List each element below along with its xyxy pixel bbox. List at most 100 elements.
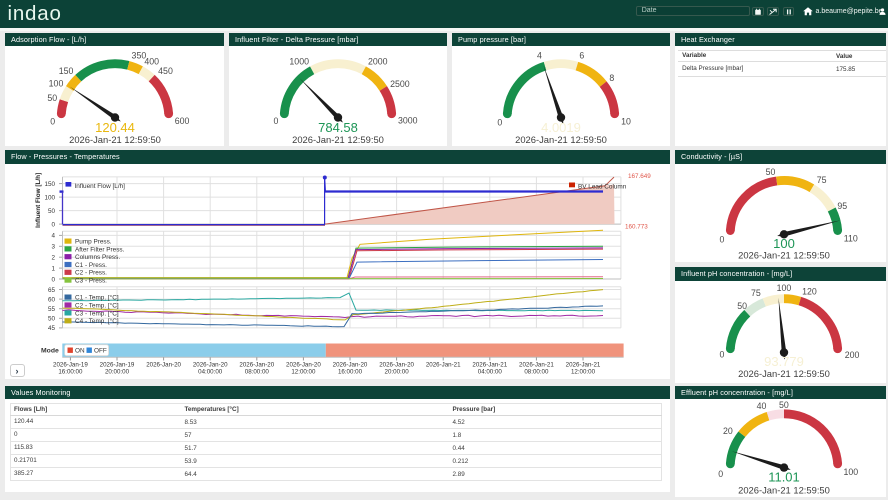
svg-text:120: 120 bbox=[802, 286, 817, 296]
svg-text:4.0019: 4.0019 bbox=[541, 120, 581, 135]
svg-text:0: 0 bbox=[274, 116, 279, 126]
svg-text:4: 4 bbox=[537, 51, 542, 61]
svg-text:2026-Jan-20: 2026-Jan-20 bbox=[333, 361, 368, 368]
svg-text:100: 100 bbox=[773, 236, 795, 251]
svg-text:50: 50 bbox=[47, 93, 57, 103]
svg-text:50: 50 bbox=[737, 300, 747, 310]
svg-text:C1 - Press.: C1 - Press. bbox=[75, 262, 107, 269]
svg-text:50: 50 bbox=[779, 400, 789, 410]
svg-text:BV Lead Column: BV Lead Column bbox=[578, 183, 627, 190]
svg-text:08:00:00: 08:00:00 bbox=[245, 368, 270, 375]
svg-text:2026-Jan-21 12:59:50: 2026-Jan-21 12:59:50 bbox=[515, 134, 607, 145]
svg-text:3: 3 bbox=[51, 243, 55, 250]
svg-text:C4 - Temp. [°C]: C4 - Temp. [°C] bbox=[75, 317, 119, 325]
svg-text:10: 10 bbox=[621, 117, 631, 127]
svg-text:2: 2 bbox=[51, 254, 55, 261]
svg-text:2026-Jan-19: 2026-Jan-19 bbox=[100, 361, 135, 368]
svg-text:100: 100 bbox=[777, 282, 792, 292]
svg-text:OFF: OFF bbox=[94, 347, 107, 354]
svg-text:2026-Jan-21 12:59:50: 2026-Jan-21 12:59:50 bbox=[738, 367, 830, 378]
svg-text:65: 65 bbox=[48, 286, 56, 293]
svg-text:Influent Flow [L/h]: Influent Flow [L/h] bbox=[75, 183, 126, 190]
svg-text:2026-Jan-20: 2026-Jan-20 bbox=[239, 361, 274, 368]
svg-text:2026-Jan-21: 2026-Jan-21 bbox=[472, 361, 507, 368]
svg-text:75: 75 bbox=[817, 175, 827, 185]
svg-text:0: 0 bbox=[718, 469, 723, 479]
svg-text:2026-Jan-20: 2026-Jan-20 bbox=[286, 361, 321, 368]
svg-text:50: 50 bbox=[48, 315, 56, 322]
svg-text:60: 60 bbox=[48, 296, 56, 303]
svg-text:100: 100 bbox=[49, 78, 64, 88]
svg-text:04:00:00: 04:00:00 bbox=[478, 368, 503, 375]
svg-text:0: 0 bbox=[497, 117, 502, 127]
svg-text:120.44: 120.44 bbox=[95, 120, 135, 135]
svg-text:50: 50 bbox=[766, 167, 776, 177]
svg-text:0: 0 bbox=[51, 276, 55, 283]
svg-text:Columns Press.: Columns Press. bbox=[75, 254, 120, 261]
svg-text:200: 200 bbox=[845, 350, 860, 360]
svg-text:784.58: 784.58 bbox=[318, 120, 358, 135]
svg-text:11.01: 11.01 bbox=[768, 470, 800, 485]
svg-text:2026-Jan-21 12:59:50: 2026-Jan-21 12:59:50 bbox=[292, 134, 384, 145]
svg-text:150: 150 bbox=[44, 181, 55, 188]
svg-text:45: 45 bbox=[48, 325, 56, 332]
svg-text:2026-Jan-21 12:59:50: 2026-Jan-21 12:59:50 bbox=[738, 485, 830, 496]
svg-text:2026-Jan-21: 2026-Jan-21 bbox=[519, 361, 554, 368]
svg-text:2026-Jan-21 12:59:50: 2026-Jan-21 12:59:50 bbox=[69, 134, 161, 145]
svg-text:08:00:00: 08:00:00 bbox=[524, 368, 549, 375]
svg-text:2026-Jan-19: 2026-Jan-19 bbox=[53, 361, 88, 368]
svg-text:Mode: Mode bbox=[41, 347, 59, 354]
svg-text:1000: 1000 bbox=[289, 57, 309, 67]
svg-text:2026-Jan-20: 2026-Jan-20 bbox=[146, 361, 181, 368]
svg-text:0: 0 bbox=[719, 234, 724, 244]
svg-text:400: 400 bbox=[144, 56, 159, 66]
svg-text:110: 110 bbox=[844, 233, 858, 243]
svg-text:After Filter Press.: After Filter Press. bbox=[75, 246, 125, 253]
svg-text:3000: 3000 bbox=[398, 116, 418, 126]
svg-text:C3 - Temp. [°C]: C3 - Temp. [°C] bbox=[75, 309, 119, 317]
svg-text:C2 - Press.: C2 - Press. bbox=[75, 269, 107, 276]
svg-text:C3 - Press.: C3 - Press. bbox=[75, 277, 107, 284]
svg-text:12:00:00: 12:00:00 bbox=[291, 368, 316, 375]
svg-text:20:00:00: 20:00:00 bbox=[105, 368, 130, 375]
svg-text:150: 150 bbox=[59, 66, 74, 76]
svg-text:2026-Jan-21 12:59:50: 2026-Jan-21 12:59:50 bbox=[738, 249, 830, 260]
svg-text:350: 350 bbox=[132, 50, 147, 60]
svg-text:600: 600 bbox=[175, 116, 190, 126]
svg-text:40: 40 bbox=[757, 401, 767, 411]
svg-text:20:00:00: 20:00:00 bbox=[385, 368, 410, 375]
svg-text:Influent Flow [L/h]: Influent Flow [L/h] bbox=[35, 172, 42, 227]
svg-text:2026-Jan-20: 2026-Jan-20 bbox=[193, 361, 228, 368]
svg-text:16:00:00: 16:00:00 bbox=[58, 368, 83, 375]
svg-text:55: 55 bbox=[48, 306, 56, 313]
svg-text:4: 4 bbox=[51, 232, 55, 239]
svg-text:100: 100 bbox=[843, 467, 858, 477]
svg-text:6: 6 bbox=[579, 51, 584, 61]
svg-text:2026-Jan-21: 2026-Jan-21 bbox=[426, 361, 461, 368]
svg-text:04:00:00: 04:00:00 bbox=[198, 368, 223, 375]
svg-text:75: 75 bbox=[751, 288, 761, 298]
svg-text:93.779: 93.779 bbox=[764, 353, 804, 368]
svg-text:0: 0 bbox=[50, 117, 55, 127]
svg-text:20: 20 bbox=[723, 426, 733, 436]
svg-text:C1 - Temp. [°C]: C1 - Temp. [°C] bbox=[75, 293, 119, 301]
svg-text:160.773: 160.773 bbox=[625, 223, 648, 230]
svg-text:1: 1 bbox=[51, 265, 55, 272]
svg-text:0: 0 bbox=[51, 221, 55, 228]
svg-text:2026-Jan-21: 2026-Jan-21 bbox=[566, 361, 601, 368]
svg-text:2000: 2000 bbox=[368, 56, 388, 66]
svg-text:95: 95 bbox=[837, 201, 847, 211]
svg-text:167.649: 167.649 bbox=[628, 173, 651, 180]
svg-text:50: 50 bbox=[48, 208, 56, 215]
svg-text:C2 - Temp. [°C]: C2 - Temp. [°C] bbox=[75, 301, 119, 309]
svg-text:450: 450 bbox=[158, 66, 173, 76]
svg-text:2500: 2500 bbox=[390, 79, 410, 89]
svg-text:ON: ON bbox=[75, 347, 85, 354]
svg-text:8: 8 bbox=[609, 73, 614, 83]
svg-text:16:00:00: 16:00:00 bbox=[338, 368, 363, 375]
svg-text:100: 100 bbox=[44, 194, 55, 201]
svg-text:Pump Press.: Pump Press. bbox=[75, 238, 112, 245]
svg-text:0: 0 bbox=[719, 349, 724, 359]
svg-text:12:00:00: 12:00:00 bbox=[571, 368, 596, 375]
svg-text:2026-Jan-20: 2026-Jan-20 bbox=[379, 361, 414, 368]
